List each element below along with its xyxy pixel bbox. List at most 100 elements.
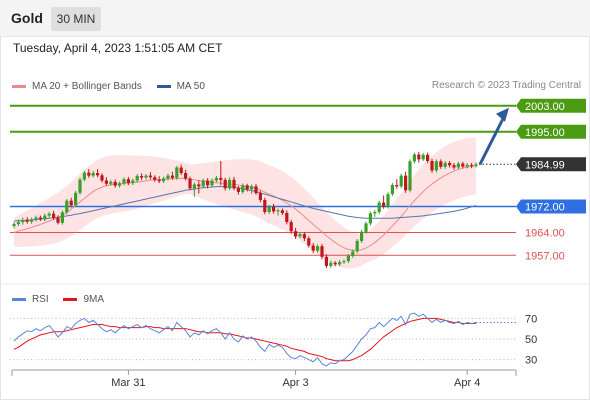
candle (122, 177, 126, 186)
candle-body (245, 185, 249, 190)
candle (421, 152, 425, 161)
candle (188, 176, 192, 191)
rsi-tick-70: 70 (525, 313, 537, 325)
candle (192, 182, 196, 197)
candle-body (434, 161, 438, 171)
candle-body (307, 238, 311, 246)
candle-body (452, 165, 456, 168)
level-tag-2003.00 (516, 98, 586, 113)
candle (245, 183, 249, 192)
candle (16, 219, 20, 226)
candle (12, 222, 16, 229)
legend-item-9ma: 9MA (63, 294, 104, 305)
legend-swatch-9ma (63, 298, 78, 301)
candle-body (474, 164, 478, 166)
candle-body (417, 154, 421, 160)
candle-body (91, 173, 95, 176)
candle-body (254, 186, 258, 194)
candle-body (122, 179, 126, 184)
candle (210, 178, 214, 188)
candle (56, 215, 60, 225)
legend-swatch-ma50 (156, 85, 171, 88)
candle (52, 210, 56, 220)
candle (373, 210, 377, 217)
candle (408, 159, 412, 193)
candle (285, 210, 289, 225)
candle (157, 176, 161, 184)
candle-body (25, 220, 29, 222)
candle (368, 211, 372, 226)
candle-body (421, 154, 425, 160)
candle (126, 176, 130, 186)
candle-body (285, 213, 289, 223)
candle (135, 174, 139, 183)
candle (412, 152, 416, 164)
candle-body (96, 173, 100, 176)
candle (298, 232, 302, 239)
candle-body (144, 175, 148, 178)
candle-body (126, 179, 130, 184)
legend-label-ma50: MA 50 (176, 81, 205, 92)
candle-body (320, 246, 324, 257)
rsi-tick-30: 30 (525, 355, 537, 367)
candle (443, 161, 447, 169)
legend-item-ma50: MA 50 (156, 81, 205, 92)
candle (430, 158, 434, 173)
candle-body (157, 179, 161, 182)
candle (109, 179, 113, 186)
candle (179, 164, 183, 175)
candle-body (162, 178, 166, 182)
candle (439, 159, 443, 169)
candle (96, 169, 100, 178)
candle-body (82, 172, 86, 180)
candle (355, 239, 359, 254)
candle-body (170, 175, 174, 178)
forecast-arrow-shaft (478, 114, 507, 165)
candle (263, 197, 267, 215)
candle-body (223, 179, 227, 189)
candle-body (430, 161, 434, 171)
candle (34, 215, 38, 222)
candle (390, 183, 394, 197)
candle (223, 177, 227, 191)
candle (153, 175, 157, 182)
candle-body (65, 200, 69, 213)
candle-body (69, 200, 73, 206)
candle-body (333, 262, 337, 265)
candle (236, 186, 240, 195)
level-tag-1972.00 (516, 199, 586, 214)
candle (320, 243, 324, 260)
candle (302, 231, 306, 241)
candle (104, 177, 108, 186)
candle-body (201, 180, 205, 187)
candle (324, 254, 328, 269)
candle (166, 173, 170, 181)
candle (474, 162, 478, 168)
candle-body (16, 222, 20, 225)
candle-body (241, 185, 245, 192)
candle-body (21, 220, 25, 223)
candle (175, 165, 179, 180)
candle (254, 183, 258, 195)
candle-body (60, 212, 64, 223)
candle-body (214, 177, 218, 181)
candle-body (34, 217, 38, 220)
forecast-arrow-head (496, 107, 509, 122)
timeframe-button[interactable]: 30 MIN (51, 7, 101, 31)
candle-body (118, 183, 122, 186)
rsi-9ma-line (13, 317, 476, 362)
candle-body (135, 175, 139, 181)
candle (294, 227, 298, 239)
candle (280, 208, 284, 215)
candle-body (52, 213, 56, 218)
candle (258, 190, 262, 203)
level-tag-1995.00 (516, 124, 586, 139)
candle (228, 177, 232, 191)
candle-body (188, 178, 192, 189)
candle-body (280, 210, 284, 213)
ma20-line (13, 165, 477, 251)
candle (338, 260, 342, 267)
candle-body (184, 173, 188, 179)
candle-body (390, 185, 394, 195)
